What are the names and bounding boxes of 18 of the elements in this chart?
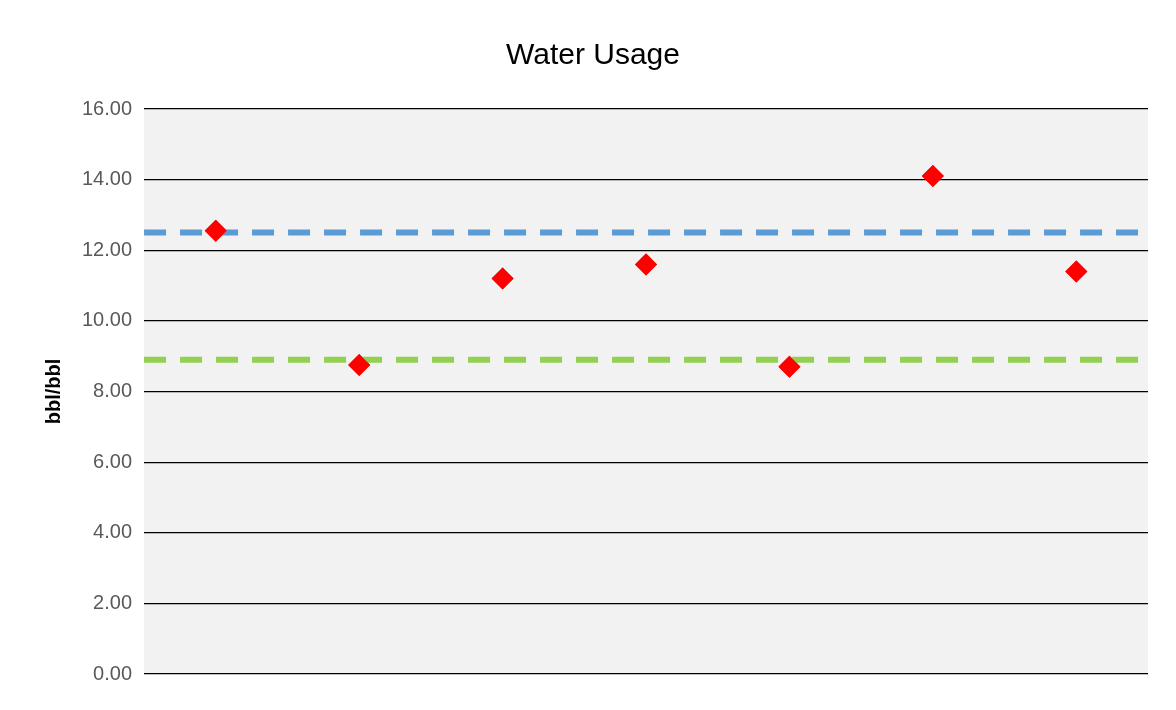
y-tick-label: 8.00	[93, 379, 133, 402]
point	[635, 253, 658, 276]
y-tick-label: 6.00	[93, 449, 133, 472]
y-tick-label: 2.00	[93, 590, 133, 613]
y-tick-label: 10.00	[81, 308, 133, 331]
y-tick-label: 16.00	[81, 96, 133, 119]
point	[348, 354, 371, 377]
y-axis-title: bbl/bbl	[41, 358, 64, 425]
y-tick-label: 12.00	[81, 237, 133, 260]
point	[921, 165, 944, 188]
y-tick-label: 4.00	[93, 520, 133, 543]
point	[778, 355, 801, 378]
y-tick-label: 0.00	[93, 661, 133, 684]
chart-title: Water Usage	[506, 37, 680, 71]
y-tick-label: 14.00	[81, 167, 133, 190]
point	[1065, 260, 1088, 283]
point	[204, 219, 227, 242]
point	[491, 267, 514, 290]
